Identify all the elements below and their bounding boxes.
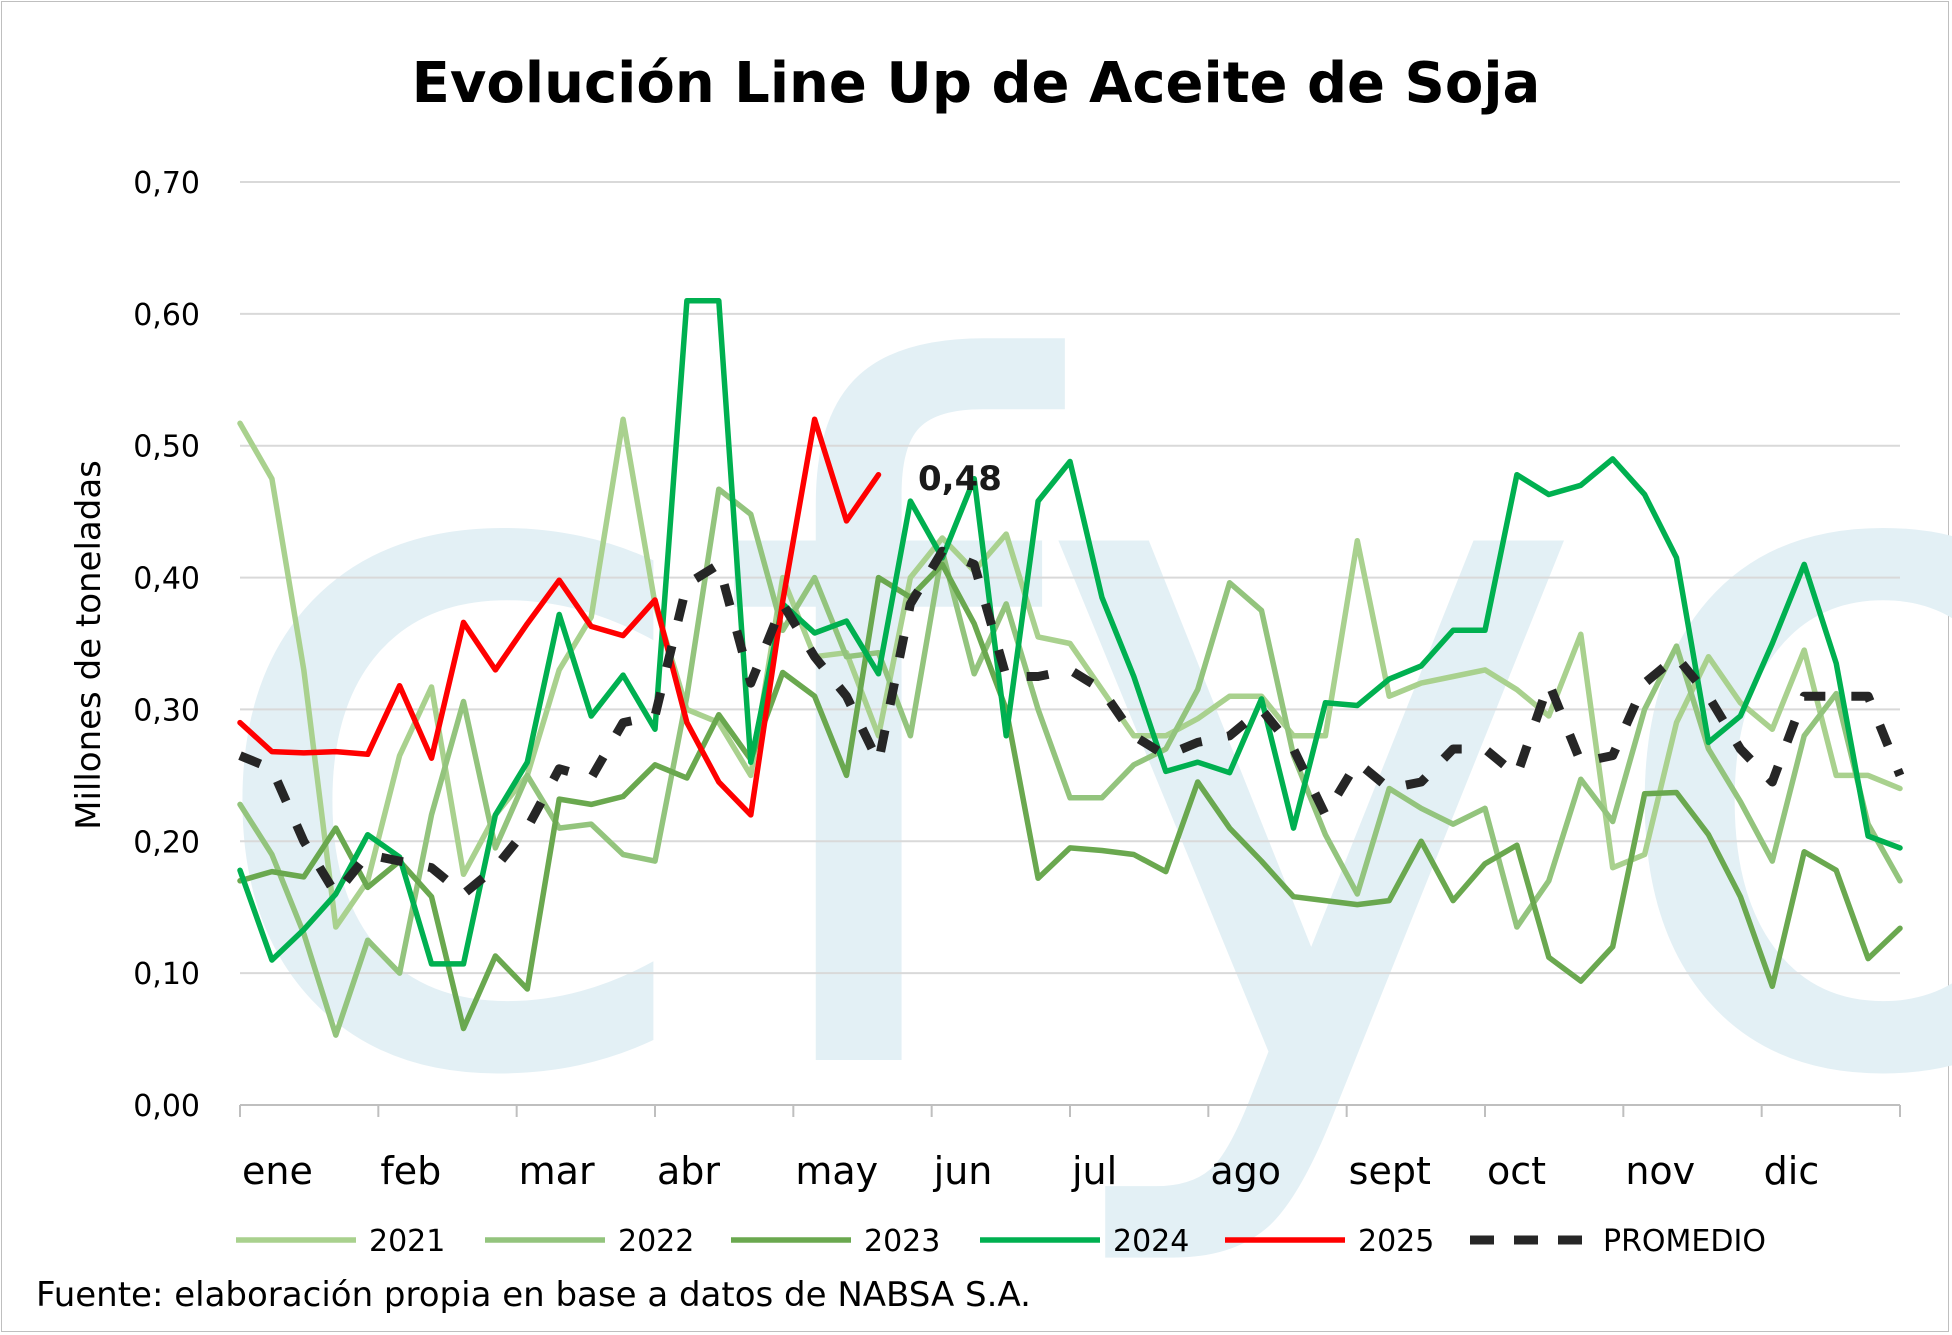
series-line-2024 [237, 297, 1903, 967]
x-tick-label: feb [380, 1149, 441, 1193]
source-note: Fuente: elaboración propia en base a dat… [36, 1275, 1031, 1315]
legend-label-promedio: PROMEDIO [1603, 1224, 1766, 1259]
y-tick-label: 0,70 [133, 166, 200, 201]
series-line-2025 [237, 416, 882, 818]
x-tick-label: jul [1071, 1149, 1117, 1193]
x-tick-label: ago [1210, 1149, 1281, 1193]
y-tick-label: 0,40 [133, 562, 200, 597]
x-tick-label: jun [933, 1149, 993, 1193]
x-tick-label: abr [657, 1149, 720, 1193]
legend-label-2022: 2022 [618, 1224, 694, 1259]
y-axis-ticks: 0,00 0,10 0,20 0,30 0,40 0,50 0,60 0,70 [133, 166, 200, 1124]
y-tick-label: 0,50 [133, 430, 200, 465]
legend-label-2023: 2023 [864, 1224, 940, 1259]
x-tick-label: mar [519, 1149, 595, 1193]
x-tick-label: nov [1625, 1149, 1695, 1193]
legend: 2021 2022 2023 2024 2025 PROMEDIO [236, 1224, 1766, 1259]
y-axis-label: Millones de toneladas [69, 460, 109, 830]
x-tick-label: sept [1349, 1149, 1431, 1193]
series-line-2021 [237, 416, 1903, 930]
chart-title: Evolución Line Up de Aceite de Soja [412, 51, 1541, 116]
y-tick-label: 0,00 [133, 1089, 200, 1124]
y-tick-label: 0,10 [133, 957, 200, 992]
y-tick-label: 0,30 [133, 693, 200, 728]
y-tick-label: 0,60 [133, 298, 200, 333]
y-tick-label: 0,20 [133, 825, 200, 860]
series-lines [237, 297, 1905, 1038]
series-line-2023 [237, 561, 1903, 1032]
legend-label-2024: 2024 [1113, 1224, 1189, 1259]
last-value-annotation: 0,48 [918, 459, 1002, 499]
series-line-2022 [237, 486, 1903, 1038]
x-axis: ene feb mar abr may jun jul ago sept oct nov dic [239, 1104, 1901, 1193]
x-tick-label: ene [242, 1149, 313, 1193]
watermark-logo: cfyo [190, 179, 1952, 1285]
x-tick-label: may [795, 1149, 878, 1193]
x-tick-label: oct [1487, 1149, 1546, 1193]
legend-label-2025: 2025 [1358, 1224, 1434, 1259]
gridlines [240, 181, 1900, 975]
legend-label-2021: 2021 [369, 1224, 445, 1259]
x-tick-label: dic [1764, 1149, 1820, 1193]
